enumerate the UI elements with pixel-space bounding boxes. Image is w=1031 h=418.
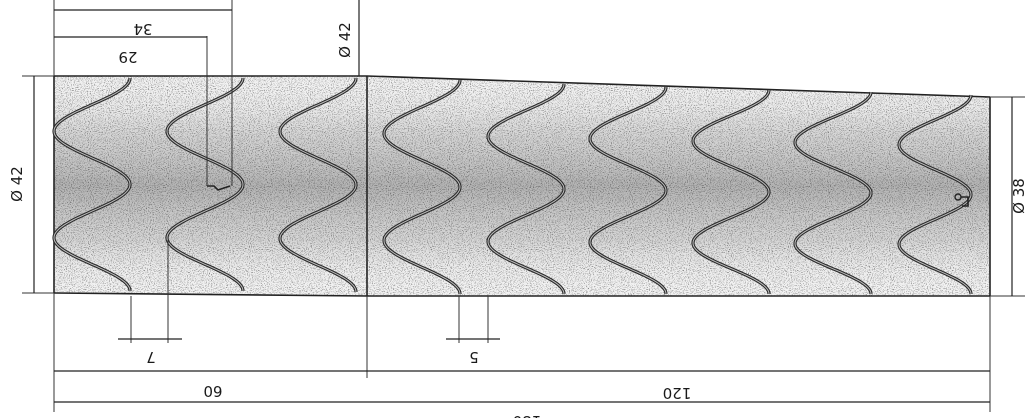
dim-label-180: 180	[513, 412, 542, 418]
radiopaque-markers	[207, 185, 969, 207]
dim-34: 34	[53, 0, 233, 186]
stent-ring-highlight-3	[279, 77, 357, 293]
stent-ring-highlight-2	[166, 77, 244, 292]
dim-label-34: 34	[133, 20, 152, 38]
stent-ring-highlight-9	[898, 94, 972, 295]
dim-mid-diameter: Ø 42	[336, 0, 360, 76]
graft-fabric	[54, 76, 990, 296]
dim-5: 5	[446, 296, 500, 366]
stent-rings	[52, 77, 973, 295]
stent-ring-highlight-4	[383, 79, 461, 295]
dim-left-diameter: Ø 42	[8, 75, 54, 294]
dim-label-29: 29	[118, 48, 137, 66]
stent-ring-highlight-6	[589, 86, 667, 295]
dim-29: 29	[54, 36, 208, 186]
dim-label-7: 7	[146, 348, 156, 366]
stent-ring-highlight-8	[794, 91, 872, 295]
dim-label-60: 60	[203, 382, 222, 400]
dim-segments: 60 120	[53, 293, 991, 412]
dim-label-120: 120	[663, 384, 692, 402]
dim-label-5: 5	[469, 348, 479, 366]
dim-label-dia-mid: Ø 42	[336, 22, 354, 58]
stent-ring-highlight-5	[487, 83, 565, 295]
stent-ring-highlight-7	[692, 89, 770, 295]
dim-label-dia-right: Ø 38	[1010, 178, 1028, 214]
dim-right-diameter: Ø 38	[990, 96, 1028, 297]
stent-ring-highlight-1	[53, 77, 131, 292]
dim-total: 180	[54, 401, 990, 418]
dim-label-dia-left: Ø 42	[8, 166, 26, 202]
dim-7: 7	[118, 240, 182, 366]
